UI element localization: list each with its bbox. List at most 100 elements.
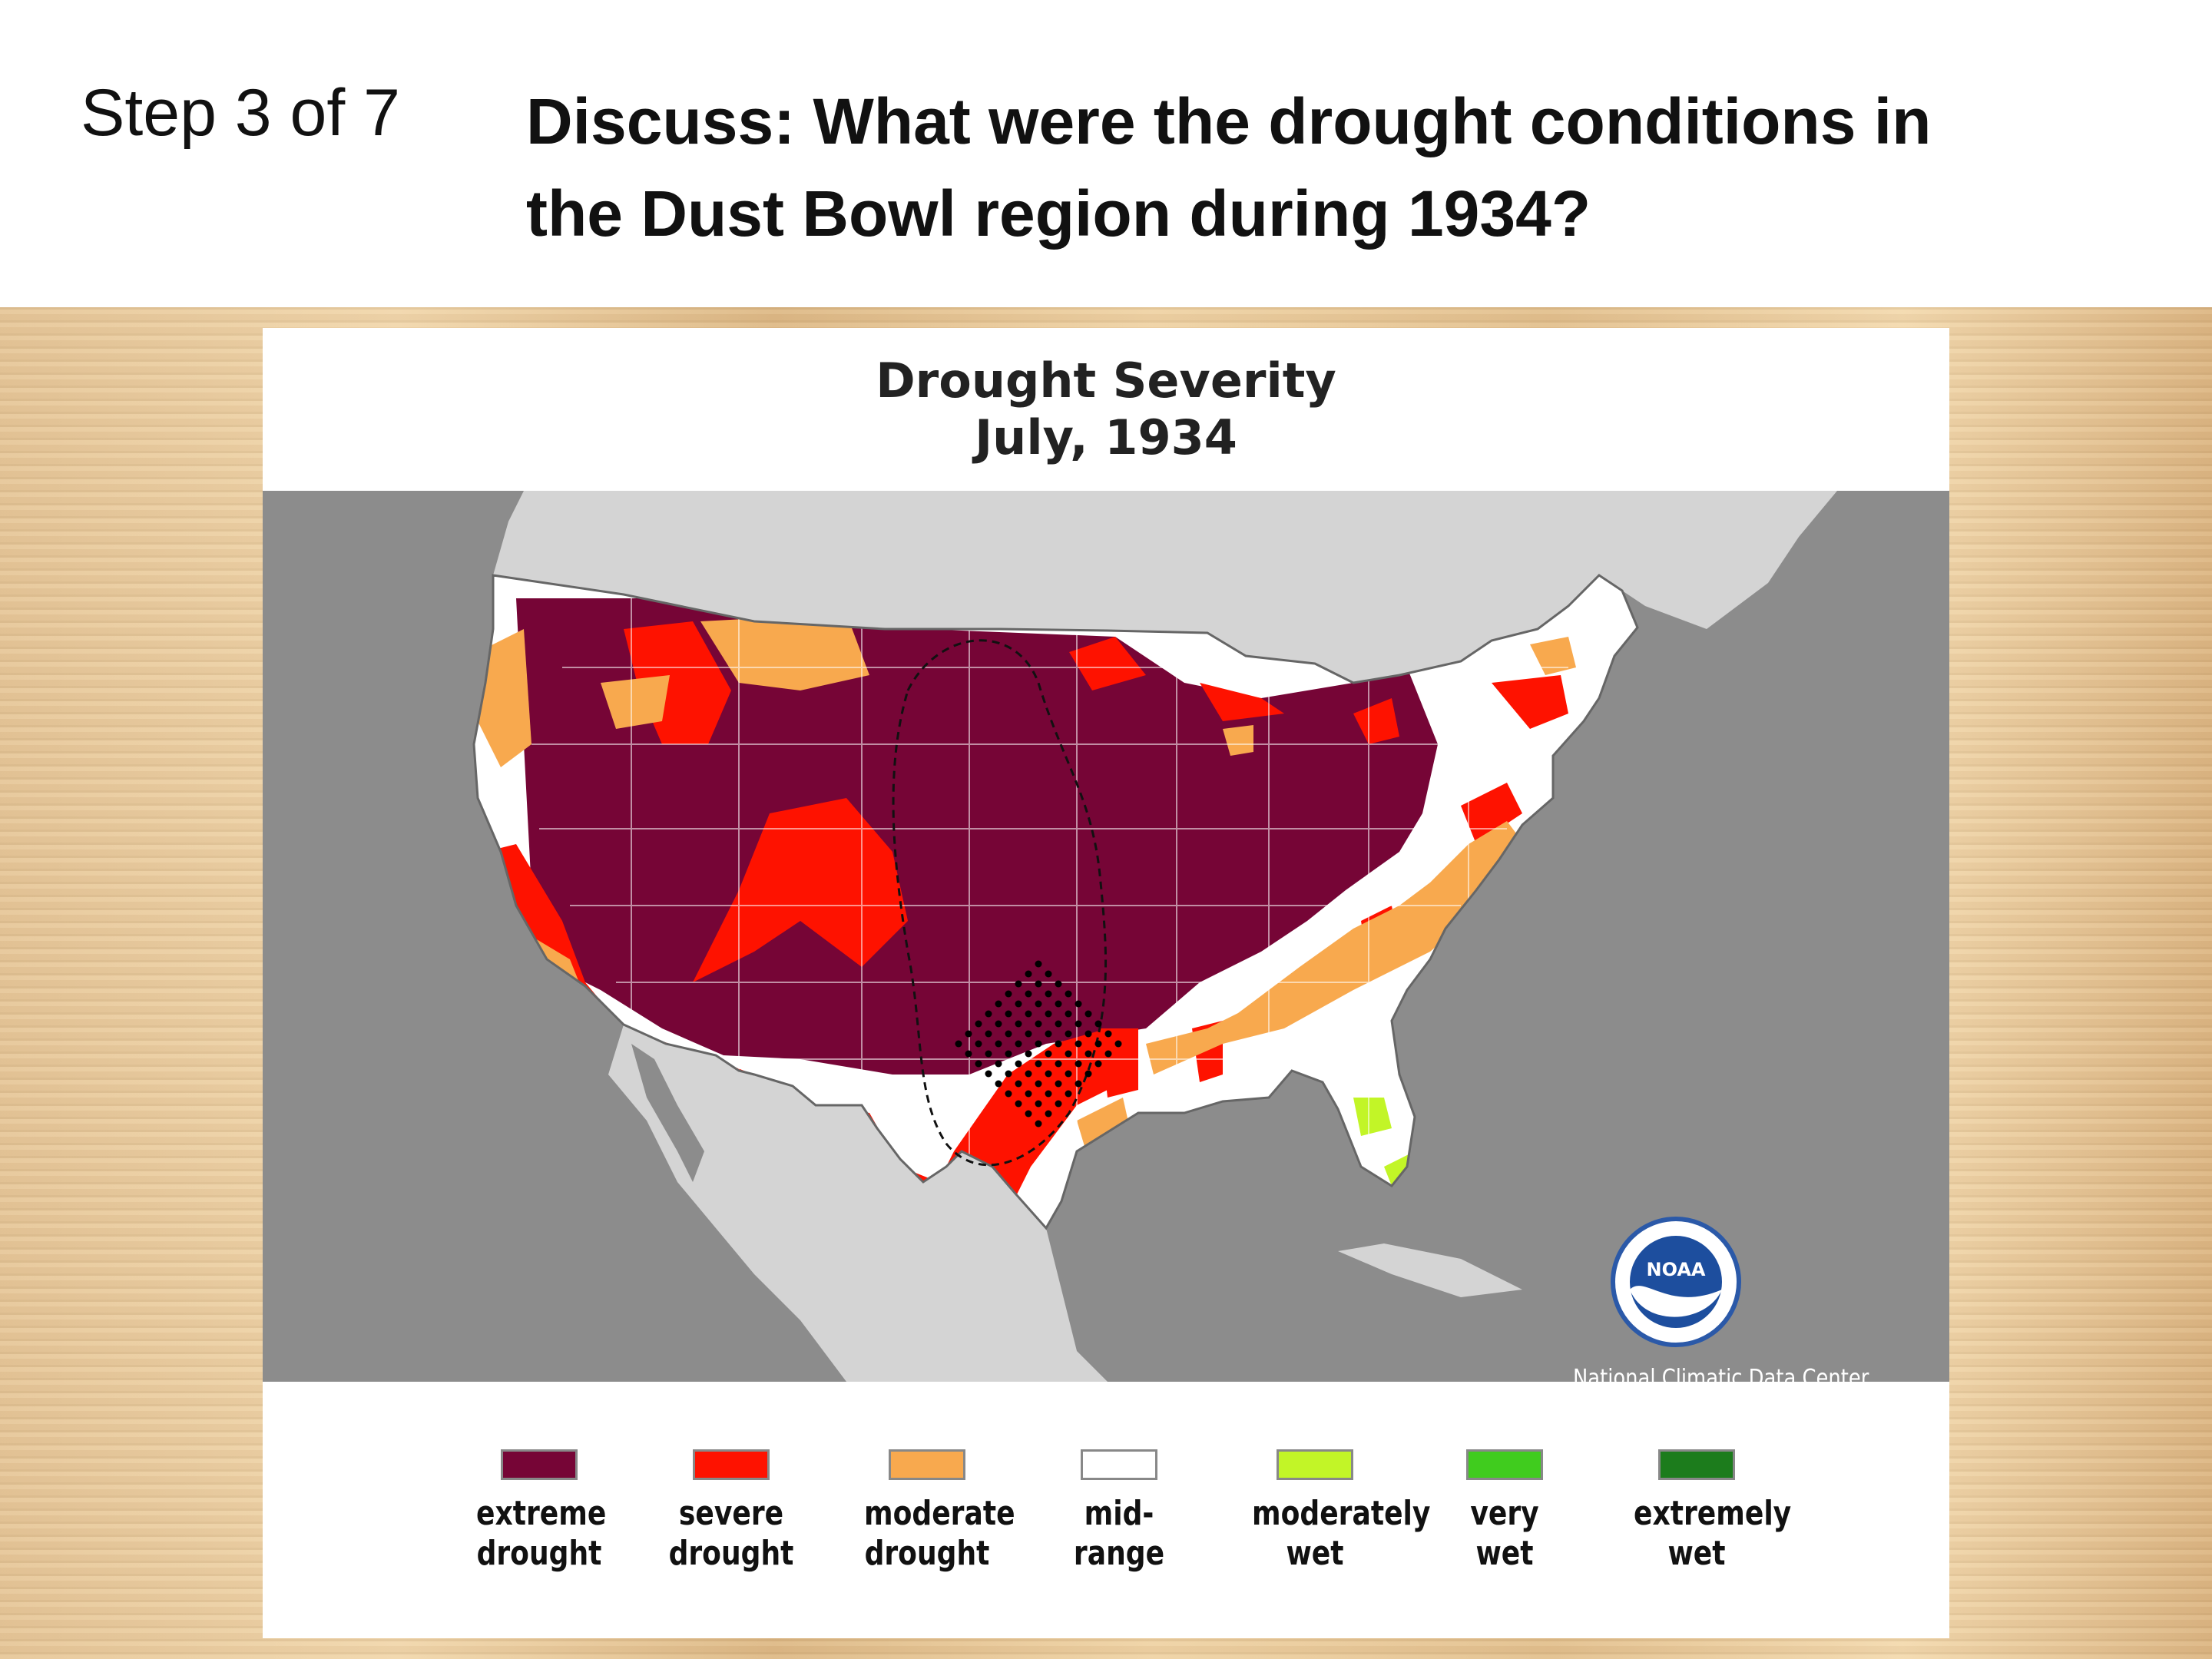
severe-drought-michigan-up [1200,683,1284,721]
dust-bowl-dot [1065,1030,1072,1038]
legend-label-severe-drought: severe drought [668,1494,794,1573]
dust-bowl-dot [1104,1050,1112,1058]
dust-bowl-dot [1045,1030,1052,1038]
dust-bowl-dot [1075,1000,1082,1008]
moderate-drought-idaho [601,675,670,729]
legend-label-extremely-wet: extremely wet [1634,1494,1792,1573]
legend-very-wet: very wet [1428,1449,1581,1574]
discussion-question: Discuss: What were the drought condition… [526,75,2139,260]
dust-bowl-dot [1075,1080,1082,1088]
dust-bowl-dot [1045,1070,1052,1078]
dust-bowl-dot [1065,1050,1072,1058]
dust-bowl-dot [1035,980,1042,988]
dust-bowl-dot [1005,1070,1012,1078]
dust-bowl-dot [975,1060,982,1068]
dust-bowl-dot [975,1040,982,1048]
dust-bowl-dot [1025,1010,1032,1018]
dust-bowl-dot [1025,1070,1032,1078]
dust-bowl-dot [1035,1040,1042,1048]
dust-bowl-dot [1065,1070,1072,1078]
legend-swatch-extremely-wet [1658,1449,1735,1480]
dust-bowl-dot [1015,1040,1022,1048]
dust-bowl-dot [1065,1010,1072,1018]
dust-bowl-dot [985,1070,992,1078]
dust-bowl-dot [1055,1020,1062,1028]
dust-bowl-dot [1025,1030,1032,1038]
dust-bowl-dot [1035,1060,1042,1068]
legend-moderately-wet: moderately wet [1238,1449,1431,1574]
dust-bowl-dot [1035,960,1042,968]
dust-bowl-dot [1045,1050,1052,1058]
legend-label-mid-range: mid-range [1073,1494,1165,1573]
map-subtitle: July, 1934 [975,409,1237,465]
legend-label-extreme-drought: extreme drought [476,1494,607,1573]
dust-bowl-dot [1055,1040,1062,1048]
dust-bowl-dot [1055,1000,1062,1008]
dust-bowl-region-outline [892,639,1108,1167]
dust-bowl-dot [1065,1090,1072,1098]
dust-bowl-dot [1015,1000,1022,1008]
dust-bowl-dot [1075,1040,1082,1048]
dust-bowl-dot [1035,1000,1042,1008]
dust-bowl-dot [995,1000,1002,1008]
dust-bowl-dot [1084,1010,1092,1018]
source-credit: National Climatic Data Center [1573,1365,1869,1392]
legend-severe-drought: severe drought [654,1449,808,1574]
dust-bowl-dot [1075,1020,1082,1028]
dust-bowl-dot [1025,990,1032,998]
us-drought-map: NOAA National Climatic Data Center [263,491,1949,1392]
dust-bowl-dot [1015,1080,1022,1088]
cuba-land [1338,1243,1522,1297]
dust-bowl-dot [995,1080,1002,1088]
dust-bowl-dot [1005,1090,1012,1098]
dust-bowl-dot [1055,1060,1062,1068]
dust-bowl-dot [1084,1070,1092,1078]
legend-swatch-moderately-wet [1277,1449,1353,1480]
dust-bowl-dot [985,1030,992,1038]
dust-bowl-dot [1045,1090,1052,1098]
severe-drought-northdakota [1069,637,1146,690]
dust-bowl-dot [1025,1050,1032,1058]
dust-bowl-dot [1045,970,1052,978]
dust-bowl-dot [1065,990,1072,998]
dust-bowl-dot [955,1040,962,1048]
mexico-land [608,1025,1108,1382]
dust-bowl-dot [995,1060,1002,1068]
legend-swatch-extreme-drought [501,1449,578,1480]
question-line-2: the Dust Bowl region during 1934? [526,177,1591,250]
dust-bowl-dot [1035,1120,1042,1128]
dust-bowl-dot [1005,1010,1012,1018]
dust-bowl-dot [1035,1020,1042,1028]
legend-label-moderately-wet: moderately wet [1252,1494,1431,1573]
dust-bowl-dot [1015,980,1022,988]
dust-bowl-dot [985,1050,992,1058]
legend-extremely-wet: extremely wet [1620,1449,1792,1574]
dust-bowl-dot [1045,1110,1052,1118]
dust-bowl-dot [965,1050,972,1058]
noaa-logo: NOAA [1611,1217,1741,1347]
severe-drought-southwest [474,844,1138,1228]
moderate-drought-ny-north [1530,637,1576,675]
dust-bowl-core-dot-pattern [955,960,1122,1128]
moderately-wet-florida-north [1353,1098,1392,1136]
step-indicator: Step 3 of 7 [81,76,400,150]
dust-bowl-dot [1015,1100,1022,1108]
severe-drought-michigan [1353,698,1399,744]
dust-bowl-dot [1055,980,1062,988]
moderate-drought-appalachian [1146,821,1530,1075]
legend-moderate-drought: moderate drought [850,1449,1015,1574]
dust-bowl-dot [1025,1090,1032,1098]
dust-bowl-dot [1094,1060,1102,1068]
dust-bowl-dot [1084,1050,1092,1058]
dust-bowl-dot [1055,1080,1062,1088]
question-line-1: Discuss: What were the drought condition… [526,85,1932,157]
dust-bowl-dot [1104,1030,1112,1038]
canada-land [493,491,1837,683]
noaa-logo-text: NOAA [1647,1259,1706,1280]
dust-bowl-dot [1015,1060,1022,1068]
moderate-drought-wisconsin [1223,725,1253,756]
dust-bowl-dot [1035,1080,1042,1088]
dust-bowl-dot [1045,990,1052,998]
dust-bowl-dot [1114,1040,1122,1048]
dust-bowl-dot [1094,1020,1102,1028]
